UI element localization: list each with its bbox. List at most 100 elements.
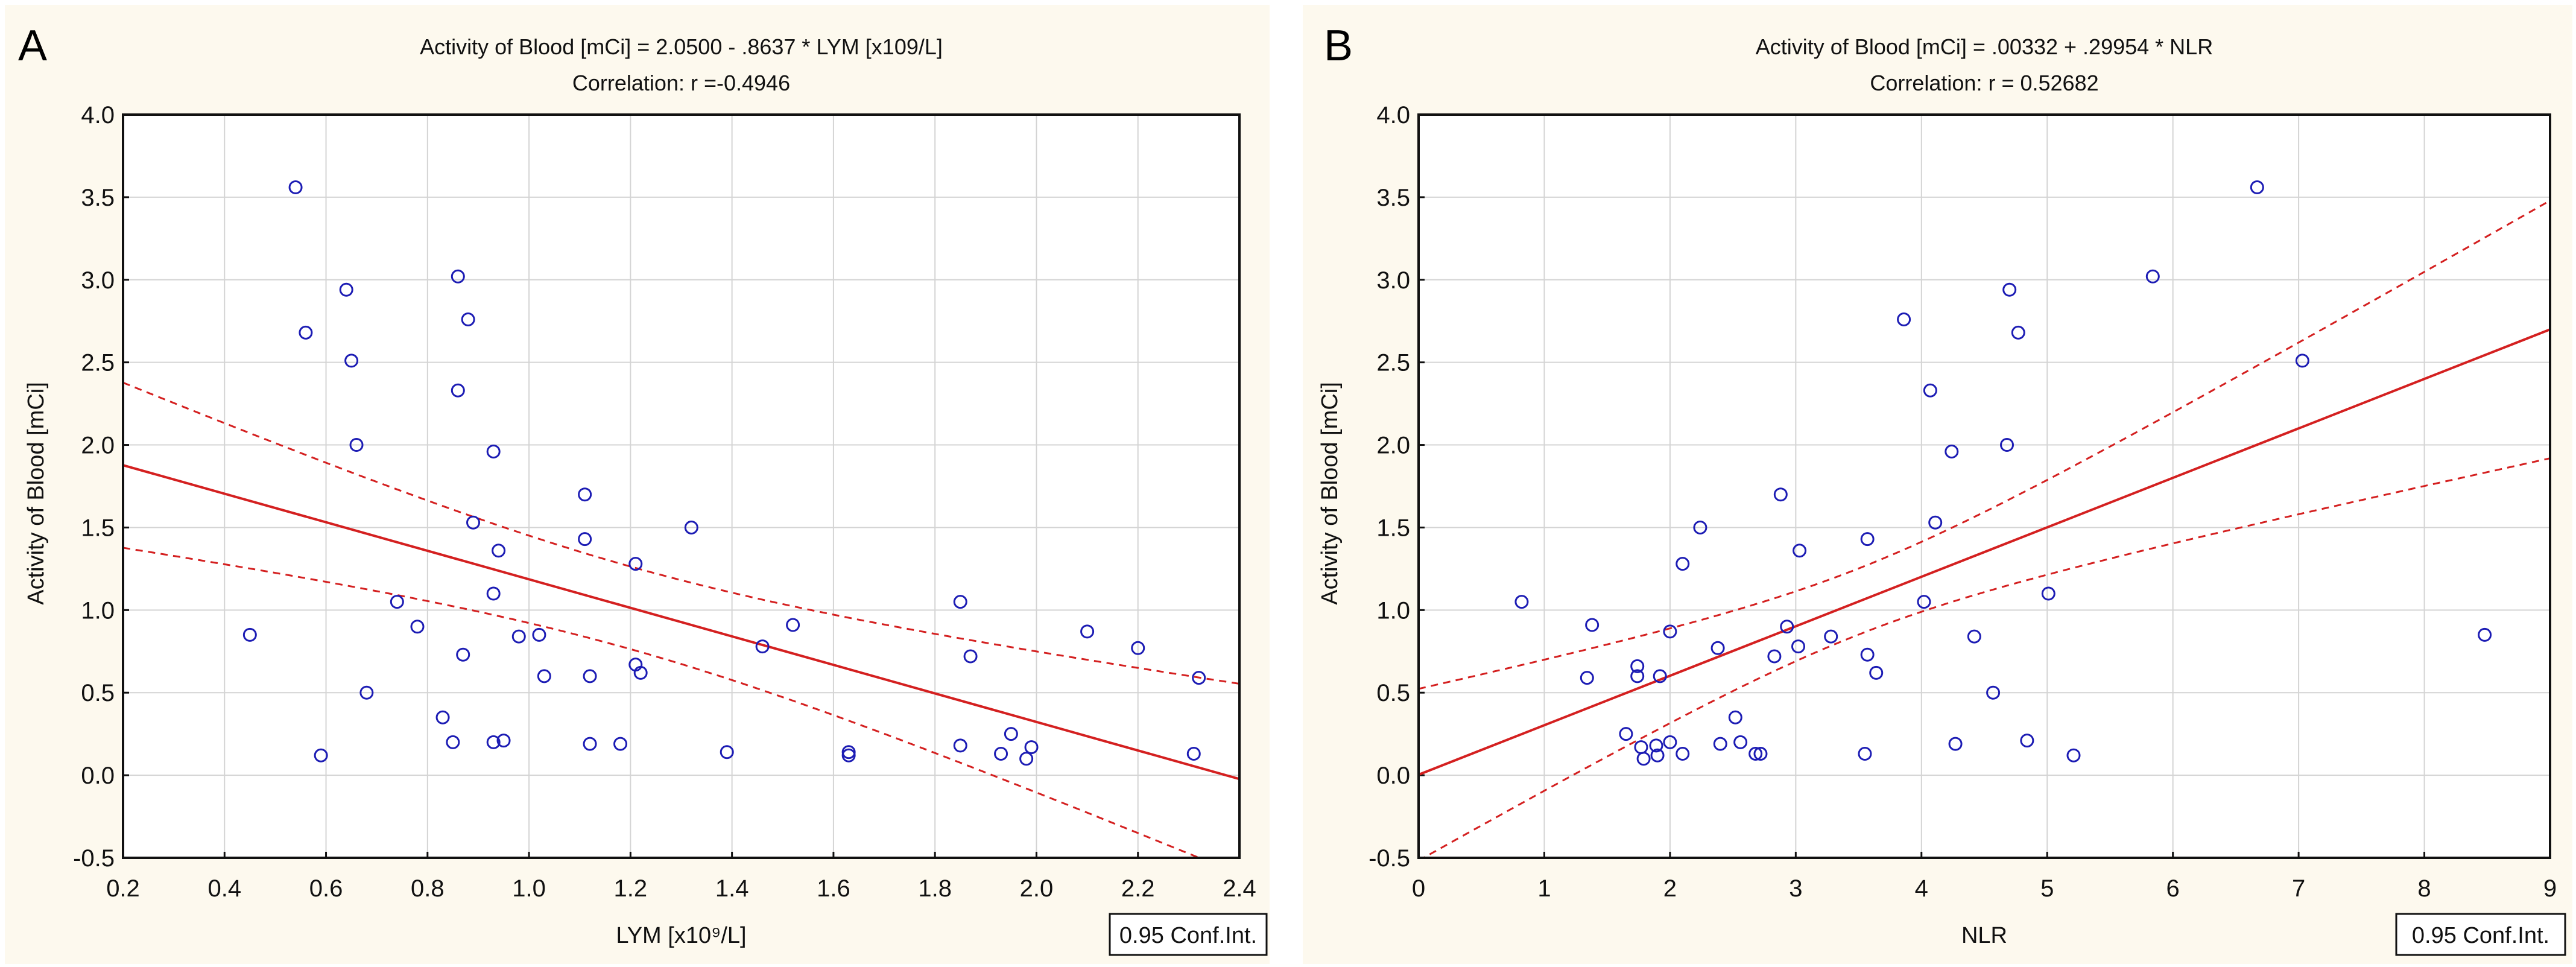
data-point: [349, 438, 364, 452]
data-point: [1858, 747, 1872, 761]
x-tick-label: 1.6: [817, 875, 850, 902]
data-point: [2478, 627, 2492, 642]
data-point: [1676, 557, 1690, 571]
data-point: [1024, 740, 1039, 755]
data-point: [1860, 647, 1875, 662]
data-point: [1791, 639, 1806, 654]
data-point: [1636, 752, 1651, 766]
data-point: [1945, 445, 1959, 459]
chart-subtitle: Correlation: r =-0.4946: [572, 71, 790, 95]
data-point: [963, 649, 978, 664]
data-point: [1192, 671, 1206, 685]
data-point: [1693, 520, 1707, 534]
plot-frame: [122, 113, 1241, 859]
x-tick-label: 1.2: [614, 875, 648, 902]
data-point: [583, 669, 597, 683]
data-point: [1663, 624, 1677, 639]
x-tick-label: 3: [1789, 875, 1802, 902]
x-tick-label: 2.0: [1020, 875, 1054, 902]
data-point: [390, 595, 404, 609]
data-point: [1019, 752, 1034, 766]
x-tick-label: 0.8: [411, 875, 445, 902]
data-point: [288, 180, 303, 194]
data-point: [1824, 629, 1838, 644]
data-point: [492, 544, 506, 558]
y-tick-label: 0.5: [1376, 680, 1410, 706]
regression-line: [1419, 328, 2550, 776]
legend-label: 0.95 Conf.Int.: [1119, 923, 1257, 948]
ci-lower-line: [1422, 457, 2550, 858]
y-tick-label: 3.5: [81, 185, 115, 211]
data-point: [1793, 544, 1807, 558]
data-point: [486, 586, 501, 601]
y-tick-label: 3.0: [81, 267, 115, 294]
data-point: [994, 747, 1008, 761]
data-point: [1928, 515, 1943, 530]
x-tick-label: 5: [2040, 875, 2054, 902]
data-point: [755, 639, 770, 654]
x-tick-label: 9: [2543, 875, 2557, 902]
y-tick-label: 1.0: [1376, 597, 1410, 624]
data-point: [1676, 747, 1690, 761]
data-point: [537, 669, 551, 683]
data-point: [461, 312, 475, 326]
y-tick-label: 1.5: [81, 515, 115, 541]
ci-lower-line: [123, 547, 1202, 858]
y-axis-label: Activity of Blood [mCi]: [24, 382, 49, 605]
data-point: [1131, 641, 1145, 655]
data-point: [410, 620, 425, 634]
data-point: [1767, 649, 1782, 664]
x-axis-label: NLR: [1961, 923, 2007, 948]
data-point: [1753, 747, 1768, 761]
y-tick-label: 2.5: [1376, 350, 1410, 376]
data-point: [1649, 738, 1663, 753]
data-point: [446, 735, 460, 749]
y-tick-label: -0.5: [73, 845, 115, 872]
data-point: [314, 748, 328, 763]
data-point: [1080, 624, 1095, 639]
data-point: [1917, 595, 1931, 609]
data-point: [786, 618, 800, 632]
data-point: [1869, 665, 1884, 680]
data-point: [953, 595, 967, 609]
data-point: [1728, 710, 1742, 724]
chart-panel-a: 0.2 0.4 0.6 0.8 1.0 1.2 1.4 1.6 1.8 2.0 2.2 2.4 -0.5…: [5, 5, 1270, 964]
data-point: [578, 487, 592, 502]
data-point: [2020, 734, 2034, 748]
y-tick-label: 4.0: [1376, 102, 1410, 128]
plot-area: [123, 115, 1239, 858]
y-tick-label: 1.0: [81, 597, 115, 624]
y-tick-label: 4.0: [81, 102, 115, 128]
y-tick-label: 2.5: [81, 350, 115, 376]
x-tick-label: 7: [2292, 875, 2305, 902]
data-point: [633, 665, 648, 680]
data-point: [1710, 641, 1725, 655]
y-tick-label: 0.5: [81, 680, 115, 706]
chart-subtitle: Correlation: r = 0.52682: [1870, 71, 2098, 95]
y-tick-label: 2.0: [81, 433, 115, 459]
data-point: [1967, 629, 1981, 644]
data-point: [1650, 748, 1665, 763]
data-point: [511, 629, 526, 644]
data-point: [953, 738, 967, 753]
ci-upper-line: [1419, 200, 2550, 690]
x-tick-label: 2.2: [1121, 875, 1155, 902]
data-point: [1630, 669, 1645, 683]
data-point: [1780, 620, 1794, 634]
plot-content: [1419, 180, 2550, 858]
data-point: [2041, 586, 2055, 601]
data-point: [1733, 735, 1748, 749]
data-point: [451, 269, 465, 284]
x-tick-label: 0: [1412, 875, 1425, 902]
y-tick-label: 0.0: [1376, 763, 1410, 789]
plot-content: [123, 180, 1239, 858]
data-point: [1923, 383, 1937, 398]
data-point: [684, 520, 698, 534]
x-tick-label: 8: [2417, 875, 2431, 902]
panel-letter: B: [1324, 22, 1353, 70]
x-tick-label: 6: [2166, 875, 2180, 902]
x-tick-label: 1.4: [715, 875, 749, 902]
data-point: [841, 748, 856, 763]
x-axis-label: LYM [x10⁹/L]: [616, 923, 746, 948]
